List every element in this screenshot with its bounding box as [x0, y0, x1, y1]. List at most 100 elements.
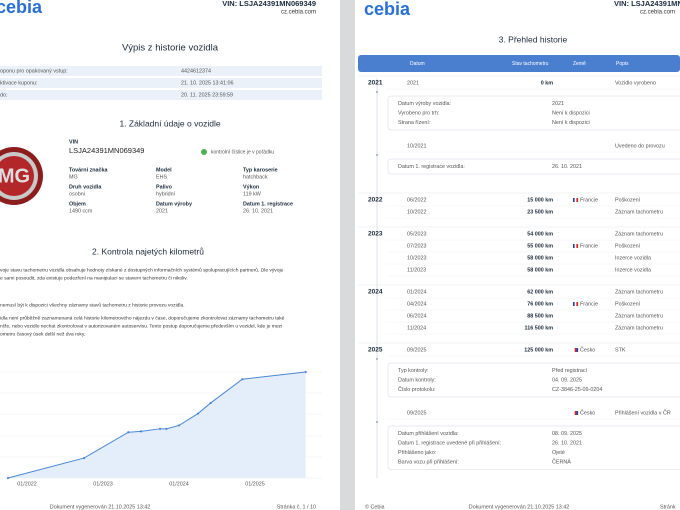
detail-value: Před registrací [552, 368, 588, 374]
check-icon [201, 149, 207, 155]
chart-point [82, 456, 86, 460]
spec-value: 2021 [156, 208, 168, 214]
spec-label: Typ karoserie [243, 167, 278, 173]
spec-value: hatchback [243, 174, 268, 180]
footer: Dokument vygenerován 21.10.2025 13:42 [50, 504, 150, 510]
coupon-label: ktivace kuponu: [0, 80, 37, 86]
paragraph-line: idla není průběžně zaznamenaná celá hist… [0, 314, 285, 321]
paragraph-line: e sami posoudit, zda existuje podezření … [0, 275, 188, 281]
logo: cebia [0, 0, 43, 17]
entry-date: 01/2024 [407, 289, 427, 295]
check-text: kontrolní číslice je v pořádku [211, 149, 274, 155]
entry-desc: Inzerce vozidla [615, 255, 651, 261]
vin-label: VIN [69, 139, 78, 145]
flag [573, 198, 575, 202]
title: Výpis z historie vozidla [122, 43, 219, 54]
chart-point [177, 424, 181, 427]
coupon-label: oponu pro opakovaný vstup: [0, 68, 68, 74]
chart-area [8, 372, 306, 478]
flag [574, 244, 577, 248]
detail-label: Číslo protokolu: [398, 386, 435, 393]
entry-km: 76 000 km [527, 301, 553, 307]
detail-label: Vyrobeno pro trh: [398, 110, 439, 116]
spec-label: Palivo [156, 184, 173, 190]
coupon-value: 4424612374 [181, 68, 211, 74]
spec-label: Objem [69, 201, 86, 207]
entry-date: 06/2022 [407, 197, 427, 203]
entry-date: 04/2024 [407, 301, 427, 307]
spec-label: Datum 1. registrace [243, 201, 293, 207]
x-tick-label: 01/2022 [17, 481, 37, 487]
entry-km: 88 500 km [527, 313, 553, 319]
spec-value: 1490 ccm [69, 208, 93, 214]
detail-label: Datum kontroly: [398, 377, 436, 383]
entry-date: 2021 [407, 80, 419, 86]
flag [576, 244, 579, 248]
detail-value: CZ-3846-25-09-0204 [552, 387, 602, 393]
year: 2023 [368, 231, 383, 238]
paragraph-line: ometru časový úsek delší než dva roky. [0, 331, 85, 337]
detail-label: Strana řízení: [398, 120, 430, 126]
flag [574, 411, 577, 415]
entry-date: 09/2025 [407, 410, 427, 416]
entry-desc: Inzerce vozidla [615, 267, 651, 273]
detail-box [387, 158, 680, 175]
chart-point [127, 431, 130, 434]
entry-desc: Záznam tachometru [615, 289, 663, 295]
flag [576, 302, 579, 306]
chart-point [241, 378, 244, 381]
year: 2024 [368, 289, 383, 296]
entry-desc: Poškození [615, 243, 641, 249]
entry-desc: STK [615, 347, 626, 353]
entry-country: Francie [580, 243, 598, 249]
entry-country: Francie [580, 301, 598, 307]
detail-value: 08. 09. 2025 [552, 431, 582, 437]
entry-km: 55 000 km [527, 243, 553, 249]
entry-km: 23 500 km [527, 209, 553, 215]
detail-label: Typ kontroly: [398, 368, 429, 374]
entry-km: 62 000 km [527, 289, 553, 295]
detail-value: 2021 [552, 101, 564, 107]
flag [574, 302, 577, 306]
flag [574, 348, 577, 352]
spec-label: Model [156, 167, 172, 173]
detail-box [387, 425, 680, 470]
coupon-row [0, 90, 322, 100]
x-tick-label: 01/2025 [245, 481, 265, 487]
detail-value: Není k dispozici [552, 120, 590, 126]
entry-desc: Poškození [615, 197, 641, 203]
site: cz.cebia.com [640, 10, 675, 16]
spec-label: Výkon [243, 184, 259, 190]
timeline-dot [376, 154, 378, 156]
column-header: Datum [410, 61, 425, 67]
entry-date: 10/2022 [407, 209, 427, 215]
chart-point [165, 427, 168, 430]
spec-value: EHS [156, 174, 167, 180]
detail-value: 26. 10. 2021 [552, 164, 582, 170]
page-right [355, 0, 680, 510]
entry-km: 0 km [541, 80, 553, 86]
footer: Stránka č. 1 / 10 [277, 504, 316, 510]
x-tick-label: 01/2024 [169, 481, 189, 487]
entry-km: 116 500 km [525, 325, 554, 331]
detail-label: Datum přihlášení vozidla: [398, 431, 459, 437]
site: cz.cebia.com [281, 10, 316, 16]
spec-label: Tovární značka [69, 167, 109, 173]
vin-header: VIN: LSJA24391MN069349 [614, 0, 680, 8]
detail-value: Není k dispozici [552, 110, 590, 116]
detail-label: Barva vozu při přihlášení: [398, 459, 459, 465]
column-header: Země [573, 61, 586, 67]
detail-box [387, 95, 680, 131]
entry-km: 15 000 km [527, 197, 553, 203]
entry-km: 58 000 km [527, 267, 553, 273]
coupon-row [0, 78, 322, 88]
detail-value: 26. 10. 2021 [552, 440, 582, 446]
section-title: 2. Kontrola najetých kilometrů [92, 246, 204, 256]
footer: © Cebia [365, 503, 385, 510]
chart-point [304, 370, 307, 374]
spec-label: Druh vozidla [69, 184, 102, 190]
logo: cebia [364, 0, 411, 19]
entry-km: 125 000 km [524, 347, 553, 353]
spec-value: osobní [69, 191, 86, 197]
